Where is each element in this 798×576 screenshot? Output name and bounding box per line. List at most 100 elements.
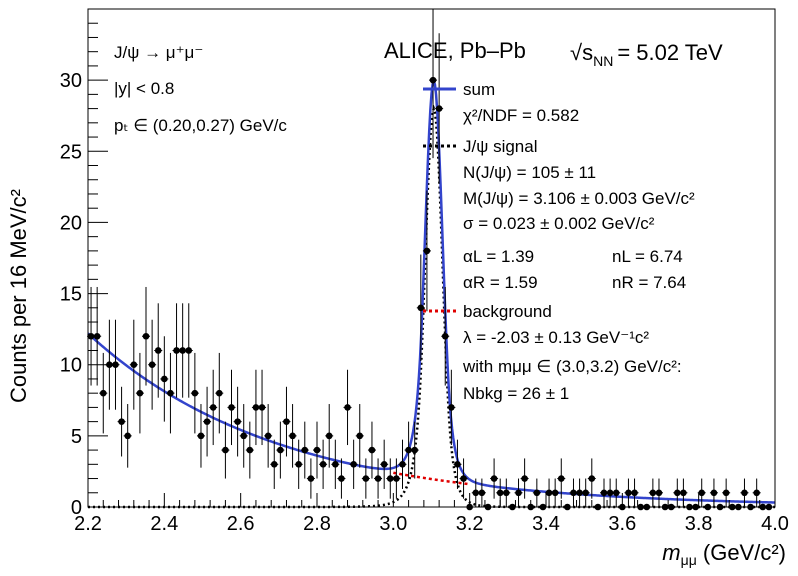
x-tick-label: 3.4 [532, 513, 560, 535]
data-point [624, 478, 633, 507]
legend-lambda: λ = -2.03 ± 0.13 GeV⁻¹c² [463, 328, 649, 347]
data-point [270, 439, 279, 489]
data-point [178, 303, 187, 398]
data-point [380, 439, 389, 489]
data-point [477, 478, 486, 507]
legend: sum χ²/NDF = 0.582 J/ψ signal N(J/ψ) = 1… [423, 80, 695, 403]
data-point [435, 33, 444, 184]
info-box: J/ψ → μ⁺μ⁻ |y| < 0.8 pₜ ∈ (0.20,0.27) Ge… [114, 43, 287, 135]
data-point [331, 439, 340, 489]
legend-sigma: σ = 0.023 ± 0.002 GeV/c² [463, 214, 655, 233]
data-point [313, 421, 321, 479]
data-point [557, 458, 566, 499]
legend-n-r: nR = 7.64 [612, 273, 686, 292]
data-point [575, 478, 584, 507]
x-tick-label: 2.4 [150, 513, 178, 535]
y-tick-label: 5 [71, 426, 82, 448]
y-tick-label: 30 [60, 70, 82, 92]
data-point [587, 458, 596, 499]
y-tick-label: 20 [60, 212, 82, 234]
y-tick-label: 10 [60, 355, 82, 377]
data-point [306, 458, 315, 499]
y-tick-label: 25 [60, 141, 82, 163]
data-point [288, 404, 297, 468]
data-point [135, 352, 144, 434]
legend-background-label: background [463, 302, 552, 321]
data-point [471, 478, 480, 507]
data-point [111, 319, 120, 410]
data-point [215, 352, 224, 434]
axes: 2.2 2.4 2.6 2.8 3.0 3.2 3.4 3.6 3.8 4.0 0 5 10 15 20 25… [60, 22, 789, 535]
legend-signal-label: J/ψ signal [463, 137, 537, 156]
energy-sqrt-s: √s [570, 40, 593, 65]
svg-text:√sNN= 5.02 TeV: √sNN = 5.02 TeV [570, 40, 723, 69]
data-point [459, 458, 468, 499]
data-point [264, 404, 273, 468]
info-rapidity: |y| < 0.8 [114, 79, 174, 98]
data-point [190, 352, 199, 434]
data-point [410, 421, 419, 479]
data-point [233, 386, 242, 457]
data-point [606, 478, 615, 507]
data-point [441, 286, 450, 386]
fit-curves [87, 77, 776, 509]
data-point [294, 439, 303, 489]
data-point [502, 478, 511, 507]
legend-alpha-l: αL = 1.39 [463, 247, 534, 266]
data-point [319, 439, 328, 489]
data-points [87, 9, 773, 511]
data-point [325, 404, 334, 468]
x-tick-label: 3.8 [685, 513, 713, 535]
x-tick-label: 3.6 [608, 513, 636, 535]
data-point [203, 386, 212, 457]
x-tick-label: 2.8 [303, 513, 331, 535]
info-pt: pₜ ∈ (0.20,0.27) GeV/c [114, 116, 287, 135]
plot-frame [87, 8, 776, 508]
data-point [630, 478, 639, 507]
background-curve [393, 471, 470, 486]
data-point [258, 369, 267, 446]
x-tick-label: 4.0 [761, 513, 789, 535]
experiment-label: ALICE, Pb–Pb √sNN = 5.02 TeV [384, 38, 723, 69]
data-point [392, 458, 401, 499]
data-point [453, 439, 462, 489]
data-point [99, 352, 108, 434]
data-point [545, 478, 554, 507]
data-point [117, 386, 126, 457]
energy-value: = 5.02 TeV [617, 40, 723, 65]
legend-mass-window: with mμμ ∈ (3.0,3.2) GeV/c²: [462, 357, 682, 376]
data-point [361, 458, 370, 499]
data-point [129, 319, 138, 410]
y-tick-label: 15 [60, 284, 82, 306]
data-point [349, 439, 358, 489]
y-tick-label: 0 [71, 497, 82, 519]
data-point [447, 369, 456, 446]
data-point [581, 478, 590, 507]
data-point [514, 478, 523, 507]
data-point [196, 404, 205, 468]
data-point [300, 421, 309, 479]
legend-sum-label: sum [463, 80, 495, 99]
data-point [490, 458, 499, 499]
data-point [337, 458, 346, 499]
data-point [184, 303, 193, 398]
data-point [374, 458, 383, 499]
legend-n-bkg: Nbkg = 26 ± 1 [463, 384, 569, 403]
data-point [148, 319, 157, 410]
data-point [154, 303, 163, 398]
legend-n-l: nL = 6.74 [612, 247, 683, 266]
legend-m-jpsi: M(J/ψ) = 3.106 ± 0.003 GeV/c² [463, 189, 695, 208]
data-point [221, 421, 230, 479]
data-point [551, 478, 560, 507]
data-point [612, 478, 621, 507]
data-point [227, 369, 236, 446]
data-point [245, 421, 254, 479]
data-point [142, 286, 151, 386]
legend-chi2: χ²/NDF = 0.582 [463, 106, 579, 125]
data-point [398, 439, 407, 489]
data-point [709, 478, 718, 507]
data-point [282, 386, 291, 457]
energy-sub: NN [593, 53, 613, 69]
data-point [239, 404, 248, 468]
